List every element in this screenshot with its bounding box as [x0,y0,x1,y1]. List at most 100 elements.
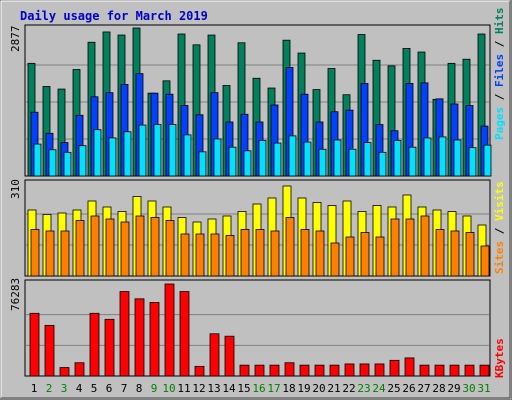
pages-bar-day-3 [63,151,72,177]
kbytes-bar-day-19 [299,364,310,377]
sites-bar-day-7 [120,221,130,277]
kbytes-bar-day-7 [119,291,130,377]
legend-hits: Hits [493,8,506,35]
chart-title: Daily usage for March 2019 [20,9,208,23]
pages-bar-day-28 [438,136,447,177]
x-tick-day-4: 4 [76,382,83,395]
kbytes-bar-day-2 [44,324,55,377]
x-tick-day-29: 29 [447,382,460,395]
pages-bar-day-16 [258,140,267,177]
x-tick-day-9: 9 [151,382,158,395]
kbytes-bar-day-4 [74,362,85,377]
pages-bar-day-9 [153,124,162,177]
x-tick-day-13: 13 [207,382,220,395]
kbytes-bar-day-17 [269,364,280,377]
x-tick-day-30: 30 [462,382,475,395]
sites-bar-day-24 [375,236,385,277]
x-tick-day-14: 14 [222,382,236,395]
sites-bar-day-12 [195,233,205,277]
legend-mid: Sites / Visits [493,181,506,274]
sites-bar-day-8 [135,215,145,277]
kbytes-bar-day-12 [194,365,205,377]
kbytes-bar-day-13 [209,333,220,377]
pages-bar-day-31 [483,144,492,177]
legend-files: Files [493,54,506,87]
pages-bar-day-20 [318,148,327,177]
sites-bar-day-5 [90,215,100,277]
sites-bar-day-21 [330,242,340,277]
sites-bar-day-31 [480,245,490,277]
pages-bar-day-2 [48,149,57,177]
pages-bar-day-15 [243,150,252,177]
pages-bar-day-6 [108,137,117,177]
legend-separator: / [493,227,506,234]
ymax-label-bottom: 76283 [9,278,22,311]
kbytes-bar-day-9 [149,302,160,377]
kbytes-bar-day-24 [374,363,385,377]
x-tick-day-5: 5 [91,382,98,395]
legend-separator: / [493,93,506,100]
x-tick-day-26: 26 [402,382,415,395]
sites-bar-day-15 [240,229,250,277]
pages-bar-day-5 [93,129,102,177]
pages-bar-day-23 [363,142,372,177]
x-tick-day-20: 20 [312,382,325,395]
legend-kbytes: KBytes [493,338,506,378]
legend-pages: Pages [493,107,506,140]
sites-bar-day-26 [405,218,415,277]
pages-bar-day-4 [78,145,87,177]
sites-bar-day-2 [45,230,55,277]
pages-bar-day-27 [423,137,432,177]
x-tick-day-3: 3 [61,382,68,395]
pages-bar-day-1 [33,143,42,177]
x-tick-day-21: 21 [327,382,340,395]
x-tick-day-11: 11 [177,382,190,395]
x-tick-day-31: 31 [477,382,490,395]
kbytes-bar-day-28 [434,364,445,377]
kbytes-bar-day-30 [464,364,475,377]
x-tick-day-19: 19 [297,382,310,395]
sites-bar-day-14 [225,235,235,277]
x-tick-day-23: 23 [357,382,370,395]
sites-bar-day-20 [315,230,325,277]
kbytes-bar-day-31 [479,364,490,377]
bar-marks [26,27,492,377]
x-tick-day-24: 24 [372,382,386,395]
x-tick-day-10: 10 [162,382,175,395]
x-tick-day-17: 17 [267,382,280,395]
kbytes-bar-day-16 [254,364,265,377]
x-tick-day-8: 8 [136,382,143,395]
x-tick-day-12: 12 [192,382,205,395]
x-tick-day-18: 18 [282,382,295,395]
kbytes-bar-day-25 [389,359,400,377]
sites-bar-day-18 [285,217,295,277]
pages-bar-day-30 [468,147,477,177]
kbytes-bar-day-5 [89,312,100,377]
legend-visits: Visits [493,181,506,221]
kbytes-bar-day-1 [29,312,40,377]
sites-bar-day-9 [150,217,160,277]
ymax-label-mid: 310 [9,179,22,199]
x-tick-day-1: 1 [31,382,38,395]
pages-bar-day-14 [228,146,237,177]
pages-bar-day-24 [378,151,387,177]
pages-bar-day-11 [183,134,192,177]
pages-bar-day-13 [213,138,222,177]
x-tick-day-22: 22 [342,382,355,395]
pages-bar-day-21 [333,139,342,177]
x-tick-day-6: 6 [106,382,113,395]
kbytes-bar-day-15 [239,364,250,377]
kbytes-bar-day-18 [284,362,295,377]
pages-bar-day-19 [303,141,312,177]
sites-bar-day-11 [180,233,190,277]
kbytes-bar-day-27 [419,364,430,377]
sites-bar-day-30 [465,232,475,277]
x-tick-day-7: 7 [121,382,128,395]
sites-bar-day-27 [420,215,430,277]
pages-bar-day-12 [198,151,207,177]
x-axis-day-labels: 1 2 3 4 5 6 7 8 9 10 11 12 13 14 15 16 17 18 19 20 21 22 23 24 2… [31,382,491,395]
kbytes-bar-day-22 [344,363,355,377]
pages-bar-day-26 [408,146,417,177]
kbytes-bar-day-20 [314,364,325,377]
